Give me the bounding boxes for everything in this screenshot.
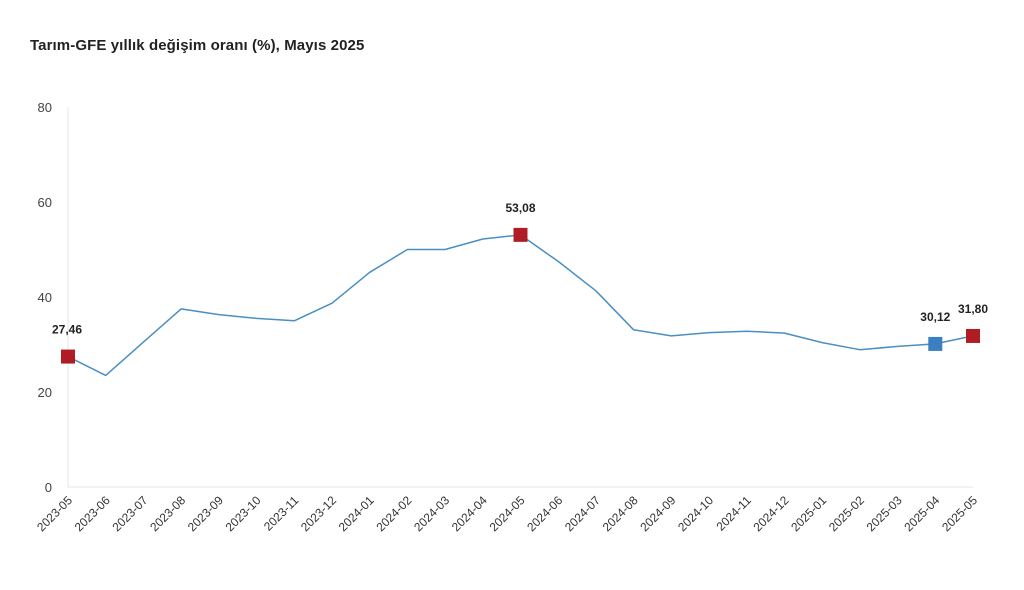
x-tick-label: 2024-03 [411,493,452,534]
x-tick-label: 2023-06 [72,493,113,534]
x-tick-label: 2025-01 [788,493,829,534]
x-tick-label: 2024-05 [487,493,528,534]
x-tick-label: 2025-04 [901,493,942,534]
x-axis: 2023-052023-062023-072023-082023-092023-… [34,486,980,534]
data-label: 31,80 [958,302,988,316]
series-line-group [67,234,974,377]
x-tick-label: 2024-01 [336,493,377,534]
y-tick-label: 40 [38,290,52,305]
y-tick-label: 80 [38,100,52,115]
x-tick-label: 2025-03 [864,493,905,534]
x-tick-label: 2024-10 [675,493,716,534]
x-tick-label: 2024-09 [637,493,678,534]
y-tick-label: 20 [38,385,52,400]
y-tick-label: 60 [38,195,52,210]
x-tick-label: 2024-04 [449,493,490,534]
series-line [67,234,974,377]
x-tick-label: 2023-10 [223,493,264,534]
data-label: 27,46 [52,323,82,337]
data-label: 30,12 [920,310,950,324]
y-tick-label: 0 [45,480,52,495]
highlight-marker [928,336,943,351]
highlight-marker [513,227,528,242]
x-tick-label: 2023-05 [34,493,75,534]
markers-group: 27,46 53,08 30,12 31,80 [52,201,988,364]
x-tick-label: 2024-12 [751,493,792,534]
highlight-marker [61,349,75,364]
x-tick-label: 2024-06 [524,493,565,534]
x-tick-label: 2023-07 [109,493,150,534]
x-tick-label: 2023-12 [298,493,339,534]
y-axis: 0 20 40 60 80 [38,100,69,495]
x-tick-label: 2024-08 [600,493,641,534]
x-tick-label: 2025-05 [939,493,980,534]
x-tick-label: 2023-11 [261,493,302,534]
x-tick-label: 2024-02 [373,493,414,534]
x-tick-label: 2023-08 [147,493,188,534]
x-tick-label: 2025-02 [826,493,867,534]
x-tick-label: 2024-07 [562,493,603,534]
chart-title: Tarım-GFE yıllık değişim oranı (%), Mayı… [30,37,365,54]
x-tick-label: 2023-09 [185,493,226,534]
data-label: 53,08 [505,201,535,215]
x-tick-label: 2024-11 [713,493,754,534]
highlight-marker [966,328,980,343]
